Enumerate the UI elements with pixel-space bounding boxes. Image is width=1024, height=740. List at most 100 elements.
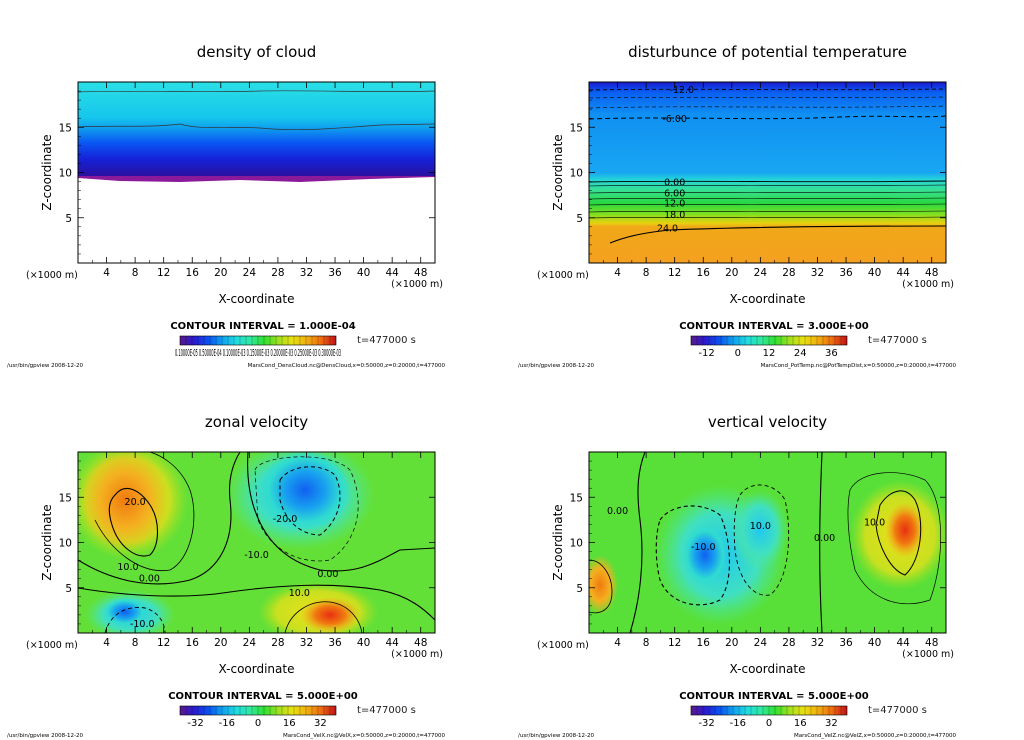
contour-label: 0.00	[814, 533, 835, 544]
x-tick-label: 24	[754, 637, 768, 649]
y-unit-label: (×1000 m)	[26, 270, 78, 281]
contour-label: 12.0	[664, 198, 685, 209]
x-tick-label: 4	[614, 637, 621, 649]
x-axis-label: X-coordinate	[219, 292, 295, 306]
y-unit-label: (×1000 m)	[537, 640, 589, 651]
footer-right: MarsCond_VelZ.nc@VelZ,x=0:50000,z=0:2000…	[794, 733, 957, 739]
x-tick-label: 4	[614, 267, 621, 279]
field-fill	[589, 82, 946, 263]
y-tick-label: 10	[59, 538, 72, 550]
y-tick-label: 15	[59, 492, 72, 504]
contour-label: 24.0	[657, 224, 678, 235]
colorbar-tick-label: 12	[763, 348, 776, 359]
x-tick-label: 28	[782, 637, 795, 649]
contour-label: 10.0	[117, 562, 138, 573]
x-tick-label: 8	[132, 637, 139, 649]
x-tick-label: 48	[414, 267, 427, 279]
x-tick-label: 28	[271, 637, 284, 649]
contour-label: 20.0	[125, 497, 146, 508]
x-tick-label: 20	[214, 637, 227, 649]
x-tick-label: 44	[896, 637, 910, 649]
x-tick-label: 28	[271, 267, 284, 279]
colorbar-tick-label: -12	[698, 348, 714, 359]
y-axis-label: Z-coordinate	[40, 134, 54, 210]
chart-title: zonal velocity	[205, 413, 308, 431]
y-tick-label: 10	[570, 168, 583, 180]
colorbar-tick-label: 0	[766, 718, 772, 729]
y-tick-label: 10	[570, 538, 583, 550]
x-tick-label: 40	[357, 267, 370, 279]
colorbar-tick-label: 16	[794, 718, 807, 729]
x-tick-label: 24	[243, 637, 257, 649]
time-label: t=477000 s	[357, 705, 416, 716]
panel-density-of-cloud	[77, 81, 436, 264]
x-tick-label: 40	[868, 637, 881, 649]
footer-left: /usr/bin/gpview 2008-12-20	[518, 363, 595, 369]
contour-label: -10.0	[691, 542, 716, 553]
x-tick-label: 8	[643, 267, 650, 279]
colorbar-tick-label: 0	[255, 718, 261, 729]
footer-right: MarsCond_PotTemp.nc@PotTempDist,x=0:5000…	[761, 363, 957, 369]
x-tick-label: 36	[328, 267, 342, 279]
x-tick-label: 28	[782, 267, 795, 279]
x-tick-label: 48	[925, 267, 938, 279]
colorbar-label-row: 0.10000E-05 0.50000E-04 0.10000E-03 0.15…	[175, 348, 341, 359]
colorbar-tick-label: 24	[794, 348, 807, 359]
y-tick-label: 5	[576, 583, 583, 595]
contour-label: 0.00	[607, 506, 628, 517]
x-unit-label: (×1000 m)	[391, 279, 443, 290]
y-unit-label: (×1000 m)	[537, 270, 589, 281]
y-axis-label: Z-coordinate	[551, 504, 565, 580]
x-unit-label: (×1000 m)	[902, 279, 954, 290]
contour-label: 0.00	[139, 574, 160, 585]
panel-vertical-velocity	[588, 451, 947, 634]
panel-zonal-velocity	[77, 451, 436, 634]
contour-interval: CONTOUR INTERVAL = 3.000E+00	[679, 321, 869, 332]
contour-label: -6.00	[662, 114, 687, 125]
x-tick-label: 20	[725, 637, 738, 649]
x-tick-label: 8	[132, 267, 139, 279]
x-tick-label: 36	[839, 267, 853, 279]
y-tick-label: 5	[576, 213, 583, 225]
panel-potential-temperature	[588, 81, 947, 264]
colorbar-tick-label: -32	[187, 718, 203, 729]
colorbar-tick-label: 0	[735, 348, 741, 359]
x-tick-label: 4	[103, 267, 110, 279]
x-tick-label: 12	[157, 637, 170, 649]
y-axis-label: Z-coordinate	[551, 134, 565, 210]
contour-label: -10.0	[244, 550, 269, 561]
footer-left: /usr/bin/gpview 2008-12-20	[7, 733, 84, 739]
footer-right: MarsCond_DensCloud.nc@DensCloud,x=0:5000…	[248, 363, 446, 369]
x-tick-label: 24	[243, 267, 257, 279]
contour-label: 18.0	[664, 210, 685, 221]
x-unit-label: (×1000 m)	[902, 649, 954, 660]
contour-label: 6.00	[664, 188, 685, 199]
x-axis-label: X-coordinate	[219, 662, 295, 676]
contour-interval: CONTOUR INTERVAL = 1.000E-04	[170, 321, 355, 332]
colorbar-tick-label: -16	[730, 718, 746, 729]
contour-label: 10.0	[864, 518, 885, 529]
contour-label: -20.0	[273, 514, 298, 525]
x-axis-label: X-coordinate	[730, 292, 806, 306]
x-tick-label: 4	[103, 637, 110, 649]
x-tick-label: 48	[925, 637, 938, 649]
colorbar-tick-label: 36	[825, 348, 838, 359]
contour-interval: CONTOUR INTERVAL = 5.000E+00	[168, 691, 358, 702]
contour-label: 0.00	[664, 177, 685, 188]
x-tick-label: 44	[385, 637, 399, 649]
contour-label: -10.0	[130, 619, 155, 630]
chart-title: vertical velocity	[708, 413, 827, 431]
x-tick-label: 48	[414, 637, 427, 649]
x-tick-label: 20	[725, 267, 738, 279]
contour-interval: CONTOUR INTERVAL = 5.000E+00	[679, 691, 869, 702]
x-tick-label: 32	[300, 637, 313, 649]
x-tick-label: 32	[300, 267, 313, 279]
x-tick-label: 16	[697, 637, 711, 649]
field-fill	[78, 452, 435, 633]
field-fill	[589, 452, 946, 633]
x-tick-label: 12	[157, 267, 170, 279]
